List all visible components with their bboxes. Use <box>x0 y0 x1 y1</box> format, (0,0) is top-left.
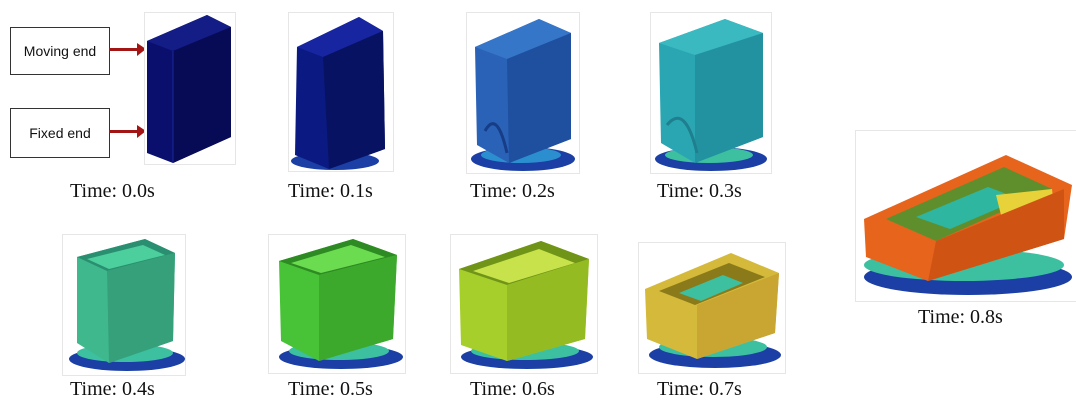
frame-t04 <box>62 234 186 376</box>
box-rigid-t00 <box>147 15 231 163</box>
fixed-end-arrow <box>109 125 146 138</box>
fixed-end-label: Fixed end <box>10 108 110 158</box>
frame-t05 <box>268 234 406 374</box>
fixed-end-text: Fixed end <box>29 125 91 141</box>
caption-t04: Time: 0.4s <box>70 378 155 400</box>
box-deform-t03 <box>655 19 767 171</box>
caption-t01: Time: 0.1s <box>288 180 373 202</box>
caption-t06: Time: 0.6s <box>470 378 555 400</box>
frame-t03 <box>650 12 772 174</box>
box-deform-t04 <box>69 239 185 371</box>
caption-t03: Time: 0.3s <box>657 180 742 202</box>
box-deform-t01 <box>291 17 385 170</box>
caption-t00: Time: 0.0s <box>70 180 155 202</box>
box-deform-t07 <box>645 253 781 368</box>
frame-t07 <box>638 242 786 374</box>
moving-end-arrow <box>109 43 146 56</box>
caption-t07: Time: 0.7s <box>657 378 742 400</box>
moving-end-label: Moving end <box>10 27 110 75</box>
frame-t06 <box>450 234 598 374</box>
box-deform-t02 <box>471 19 575 171</box>
frame-t01 <box>288 12 394 172</box>
frame-t08 <box>855 130 1076 302</box>
caption-t08: Time: 0.8s <box>918 306 1003 328</box>
box-collapsed-t08 <box>864 155 1072 295</box>
moving-end-text: Moving end <box>23 43 97 59</box>
box-deform-t06 <box>459 241 593 369</box>
frame-t02 <box>466 12 580 174</box>
caption-t05: Time: 0.5s <box>288 378 373 400</box>
frame-t00 <box>144 12 236 165</box>
box-deform-t05 <box>279 239 403 369</box>
caption-t02: Time: 0.2s <box>470 180 555 202</box>
